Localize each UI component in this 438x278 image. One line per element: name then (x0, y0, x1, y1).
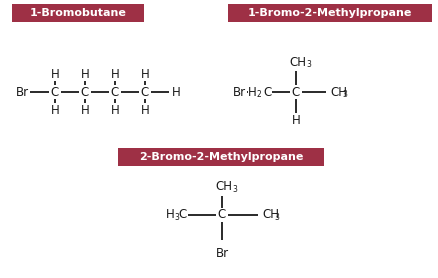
Text: H: H (166, 208, 174, 222)
Text: 3: 3 (305, 60, 310, 69)
Text: H: H (247, 86, 256, 98)
Text: Br: Br (233, 86, 246, 98)
Text: C: C (81, 86, 89, 98)
Text: H: H (110, 68, 119, 81)
Text: 3: 3 (173, 213, 178, 222)
Text: H: H (291, 113, 300, 126)
Text: Br: Br (16, 86, 29, 98)
Text: H: H (50, 103, 59, 116)
Text: C: C (177, 208, 186, 222)
Text: C: C (262, 86, 271, 98)
Text: C: C (111, 86, 119, 98)
FancyBboxPatch shape (12, 4, 144, 22)
Text: 3: 3 (341, 90, 346, 99)
Text: CH: CH (289, 56, 306, 68)
Text: 3: 3 (231, 185, 237, 194)
Text: CH: CH (329, 86, 346, 98)
Text: CH: CH (215, 180, 232, 193)
Text: C: C (291, 86, 300, 98)
FancyBboxPatch shape (118, 148, 323, 166)
Text: 1-Bromo-2-Methylpropane: 1-Bromo-2-Methylpropane (247, 8, 411, 18)
Text: Br: Br (215, 247, 228, 260)
Text: 3: 3 (273, 213, 278, 222)
Text: H: H (172, 86, 180, 98)
Text: CH: CH (261, 208, 279, 222)
Text: C: C (141, 86, 149, 98)
Text: H: H (81, 103, 89, 116)
Text: 2: 2 (256, 90, 261, 99)
Text: C: C (51, 86, 59, 98)
Text: H: H (110, 103, 119, 116)
FancyBboxPatch shape (227, 4, 431, 22)
Text: 2-Bromo-2-Methylpropane: 2-Bromo-2-Methylpropane (138, 152, 303, 162)
Text: H: H (50, 68, 59, 81)
Text: 1-Bromobutane: 1-Bromobutane (29, 8, 126, 18)
Text: C: C (217, 208, 226, 222)
Text: H: H (81, 68, 89, 81)
Text: H: H (140, 68, 149, 81)
Text: H: H (140, 103, 149, 116)
